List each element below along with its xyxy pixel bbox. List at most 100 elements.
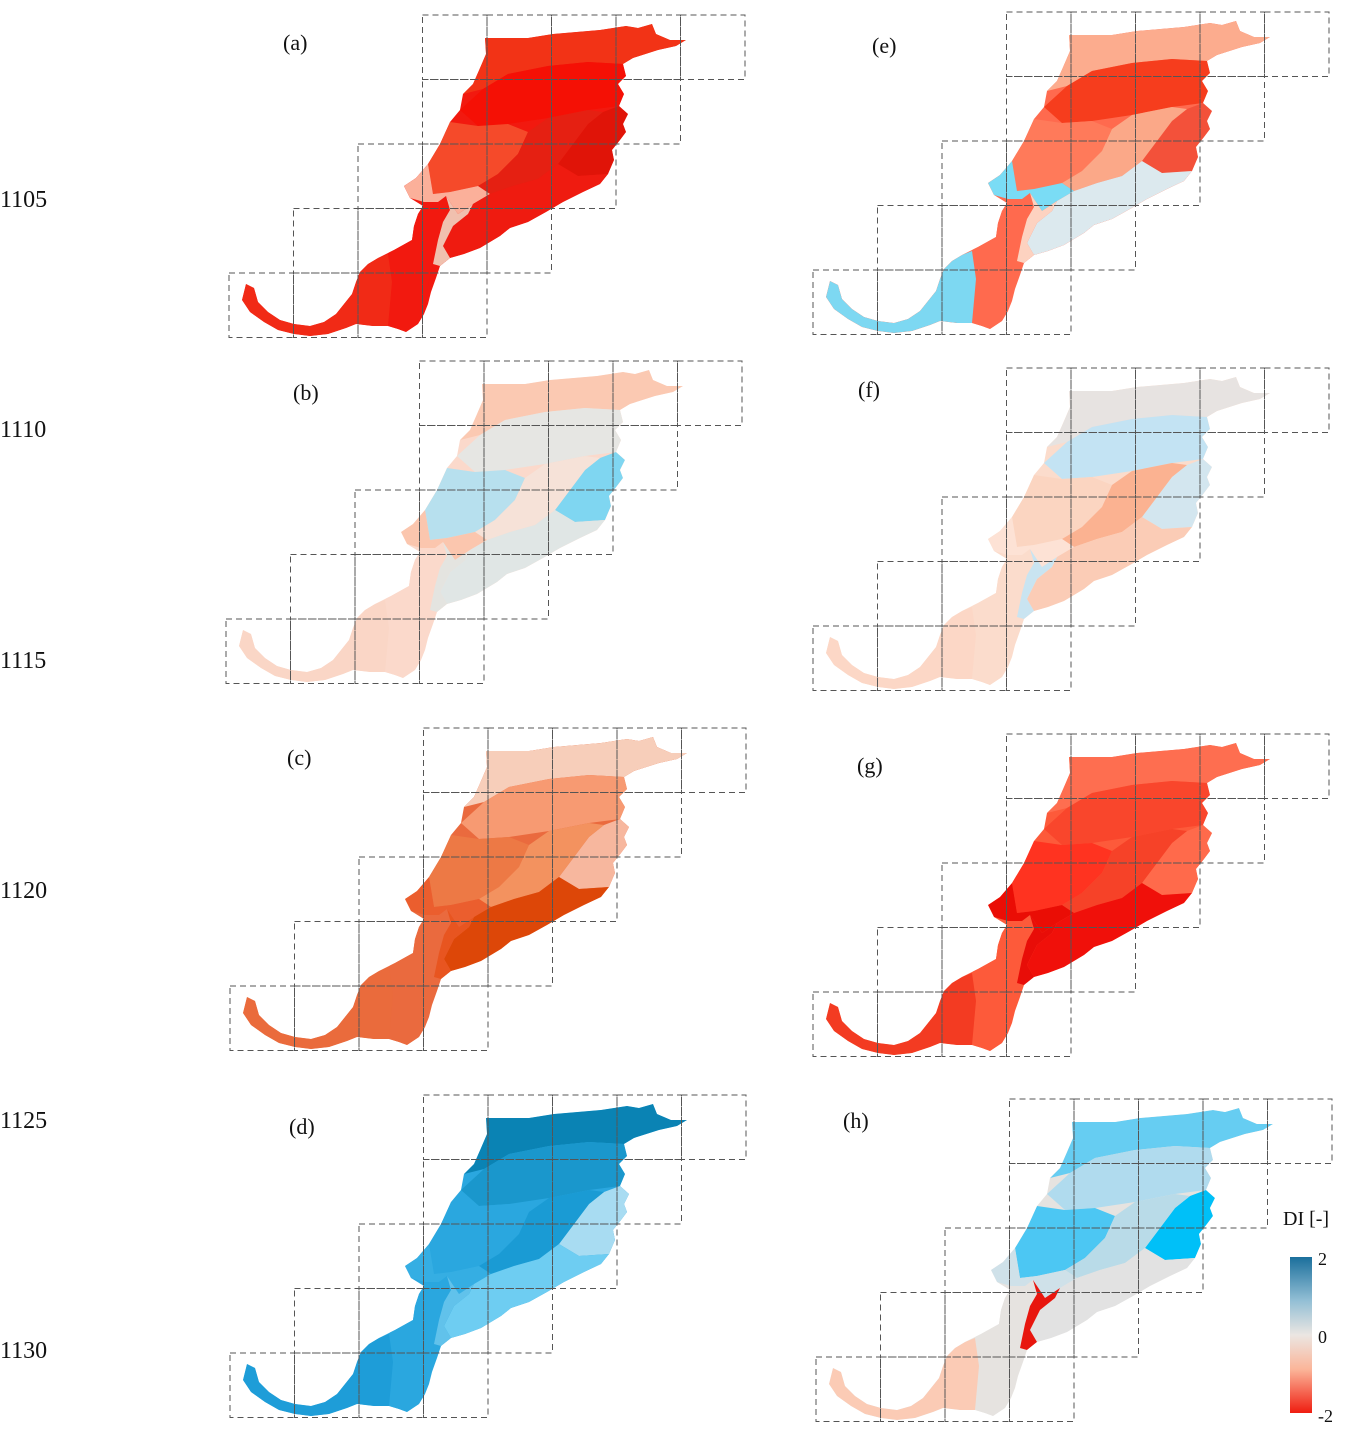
sub-basin-2 xyxy=(1050,1108,1273,1178)
map-panel-d: (d) xyxy=(229,1094,749,1429)
grid-cell xyxy=(293,272,359,338)
sub-basin-3 xyxy=(457,408,623,472)
sub-basin-8 xyxy=(1027,883,1192,977)
map-panel-f: (f) xyxy=(812,367,1332,702)
grid-cell xyxy=(616,792,682,858)
sub-basin-7 xyxy=(991,1248,1077,1298)
sub-basin-6 xyxy=(479,1190,604,1274)
sub-basin-10 xyxy=(1017,549,1057,619)
sub-basin-2 xyxy=(464,1104,687,1174)
sub-basin-7 xyxy=(988,517,1074,567)
grid-cell xyxy=(1264,733,1330,799)
sub-basin-6 xyxy=(1062,463,1187,547)
sub-basin-9 xyxy=(826,607,976,689)
panel-label-b: (b) xyxy=(293,380,319,405)
legend-tick-mid: 0 xyxy=(1318,1327,1327,1347)
grid-cell xyxy=(225,618,291,684)
basin-map-b xyxy=(225,360,743,684)
grid-cell xyxy=(358,985,424,1051)
grid-cell xyxy=(877,561,943,627)
legend-tick-min: -2 xyxy=(1318,1406,1333,1426)
grid-cell xyxy=(612,425,678,491)
sub-basin-7 xyxy=(404,164,490,214)
grid-cell xyxy=(1006,11,1072,77)
grid-cell xyxy=(1073,1292,1139,1358)
grid-cell xyxy=(677,360,743,426)
grid-cell xyxy=(1264,367,1330,433)
grid-cell xyxy=(616,1159,682,1225)
grid-cell xyxy=(1199,798,1265,864)
sub-basin-2 xyxy=(463,24,686,94)
sub-basin-10 xyxy=(1017,193,1057,263)
grid-cell xyxy=(1135,862,1201,928)
sub-basin-3 xyxy=(461,1142,627,1206)
sub-basin-1 xyxy=(972,549,1034,685)
grid-cell xyxy=(551,143,617,209)
grid-cell xyxy=(1006,733,1072,799)
sub-basin-2 xyxy=(464,737,687,807)
grid-cell xyxy=(681,1094,747,1160)
grid-cell xyxy=(1267,1098,1333,1164)
year-label-1110: 1110 xyxy=(0,417,47,443)
sub-basin-1 xyxy=(975,1280,1037,1416)
sub-basin-6 xyxy=(1062,107,1187,191)
sub-basin-5 xyxy=(1015,1206,1115,1278)
grid-cell xyxy=(290,618,356,684)
grid-cell xyxy=(487,1288,553,1354)
sub-basin-9 xyxy=(826,973,976,1055)
sub-basin-7 xyxy=(405,877,491,927)
map-panel-h: (h) xyxy=(815,1098,1335,1433)
grid-cell xyxy=(1070,561,1136,627)
sub-basin-8 xyxy=(444,877,609,971)
panel-label-f: (f) xyxy=(858,377,880,402)
sub-basin-10 xyxy=(434,909,474,979)
grid-cell xyxy=(419,360,485,426)
sub-basin-3 xyxy=(1044,59,1210,123)
grid-cell xyxy=(681,727,747,793)
sub-basin-6 xyxy=(479,823,604,907)
grid-cell xyxy=(354,618,420,684)
sub-basin-4 xyxy=(559,1186,629,1256)
grid-cell xyxy=(1006,367,1072,433)
sub-basin-7 xyxy=(401,510,487,560)
sub-basin-9 xyxy=(829,1338,979,1420)
sub-basin-1 xyxy=(972,915,1034,1051)
sub-basin-8 xyxy=(444,1244,609,1338)
grid-cell xyxy=(357,272,423,338)
panel-label-g: (g) xyxy=(857,753,883,778)
map-panel-g: (g) xyxy=(812,733,1332,1068)
sub-basin-6 xyxy=(1062,829,1187,913)
grid-cell xyxy=(812,269,878,335)
sub-basin-6 xyxy=(1065,1194,1190,1278)
grid-cell xyxy=(423,727,489,793)
grid-cell xyxy=(290,554,356,620)
sub-basin-9 xyxy=(826,251,976,333)
grid-cell xyxy=(680,14,746,80)
grid-cell xyxy=(877,625,943,691)
sub-basin-4 xyxy=(1142,825,1212,895)
sub-basin-9 xyxy=(242,254,392,336)
sub-basin-5 xyxy=(1012,119,1112,191)
grid-cell xyxy=(228,272,294,338)
sub-basin-5 xyxy=(425,468,525,540)
grid-cell xyxy=(1199,76,1265,142)
sub-basin-3 xyxy=(460,62,626,126)
sub-basin-6 xyxy=(478,110,603,194)
grid-cell xyxy=(941,991,1007,1057)
sub-basin-3 xyxy=(1044,781,1210,845)
sub-basin-8 xyxy=(1027,161,1192,255)
grid-cell xyxy=(358,1352,424,1418)
grid-cell xyxy=(294,921,360,987)
grid-cell xyxy=(1264,11,1330,77)
sub-basin-9 xyxy=(243,967,393,1049)
sub-basin-5 xyxy=(428,122,528,194)
basin-map-c xyxy=(229,727,747,1051)
grid-cell xyxy=(423,1352,489,1418)
grid-cell xyxy=(229,1352,295,1418)
sub-basin-10 xyxy=(434,1276,474,1346)
grid-cell xyxy=(422,272,488,338)
sub-basin-1 xyxy=(388,196,450,332)
sub-basin-10 xyxy=(430,542,470,612)
basin-map-a xyxy=(228,14,746,338)
sub-basin-3 xyxy=(1047,1146,1213,1210)
